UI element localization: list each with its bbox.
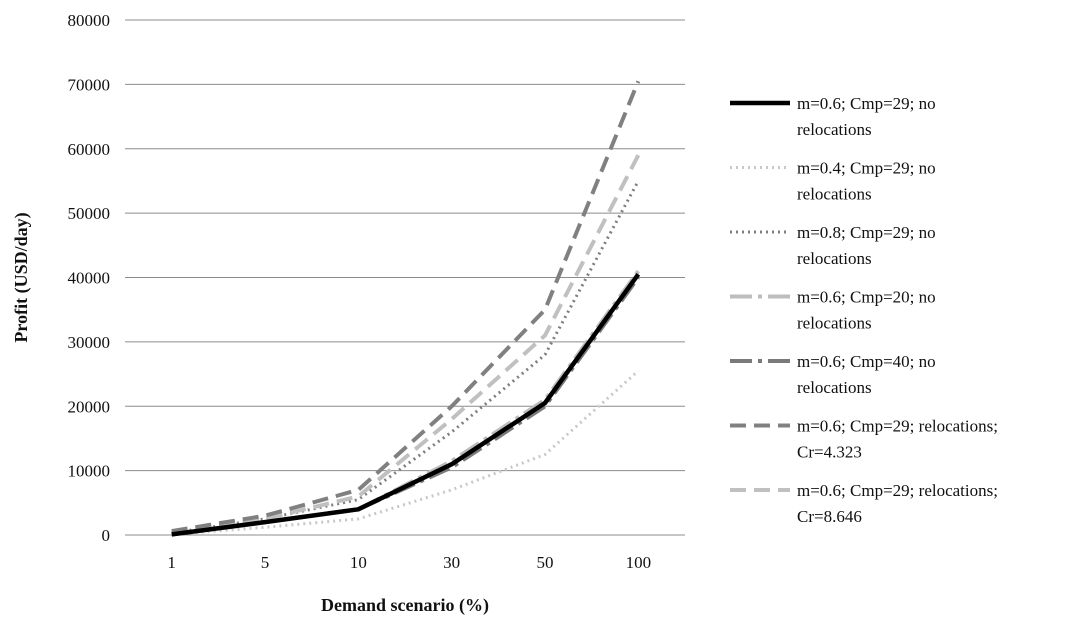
legend-label: m=0.6; Cmp=29; relocations; xyxy=(797,417,998,436)
x-tick-label: 50 xyxy=(537,553,554,572)
y-tick-label: 30000 xyxy=(68,333,111,352)
y-tick-label: 10000 xyxy=(68,462,111,481)
legend-label: relocations xyxy=(797,314,872,333)
x-tick-label: 30 xyxy=(443,553,460,572)
series-line xyxy=(171,80,641,534)
legend-item: m=0.4; Cmp=29; no relocations xyxy=(730,159,936,204)
x-axis-title: Demand scenario (%) xyxy=(321,595,489,616)
legend-label: Cr=4.323 xyxy=(797,443,862,462)
x-tick-label: 10 xyxy=(350,553,367,572)
y-axis-title: Profit (USD/day) xyxy=(11,212,32,342)
legend-item: m=0.6; Cmp=29; no relocations xyxy=(730,94,936,139)
x-axis-ticks: 1 5 10 30 50 100 xyxy=(167,553,651,572)
legend-item: m=0.6; Cmp=40; no relocations xyxy=(730,352,936,397)
series-line xyxy=(171,369,640,536)
x-tick-label: 5 xyxy=(261,553,270,572)
x-tick-label: 1 xyxy=(167,553,176,572)
legend-label: m=0.6; Cmp=20; no xyxy=(797,288,936,307)
y-tick-label: 50000 xyxy=(68,204,111,223)
series-line xyxy=(171,180,640,535)
series-line xyxy=(171,154,641,534)
gridlines xyxy=(125,19,685,472)
series-lines xyxy=(171,80,641,537)
y-tick-label: 0 xyxy=(102,526,111,545)
legend-label: relocations xyxy=(797,185,872,204)
y-tick-label: 40000 xyxy=(68,269,111,288)
y-tick-label: 70000 xyxy=(68,75,111,94)
legend-label: Cr=8.646 xyxy=(797,507,862,526)
legend-item: m=0.6; Cmp=29; relocations; Cr=4.323 xyxy=(730,417,998,462)
legend-label: relocations xyxy=(797,120,872,139)
legend-item: m=0.6; Cmp=20; no relocations xyxy=(730,288,936,333)
legend-label: relocations xyxy=(797,249,872,268)
y-tick-label: 60000 xyxy=(68,140,111,159)
legend-item: m=0.8; Cmp=29; no relocations xyxy=(730,223,936,268)
legend-label: m=0.6; Cmp=29; no xyxy=(797,94,936,113)
legend-label: relocations xyxy=(797,378,872,397)
legend-label: m=0.4; Cmp=29; no xyxy=(797,159,936,178)
y-axis-ticks: 0 10000 20000 30000 40000 50000 60000 70000 8000… xyxy=(68,11,111,545)
legend-label: m=0.6; Cmp=29; relocations; xyxy=(797,481,998,500)
legend-label: m=0.6; Cmp=40; no xyxy=(797,352,936,371)
legend-item: m=0.6; Cmp=29; relocations; Cr=8.646 xyxy=(730,481,998,526)
legend-label: m=0.8; Cmp=29; no xyxy=(797,223,936,242)
y-tick-label: 20000 xyxy=(68,397,111,416)
series-line xyxy=(171,269,640,537)
series-line xyxy=(171,272,641,537)
x-tick-label: 100 xyxy=(626,553,652,572)
y-tick-label: 80000 xyxy=(68,11,111,30)
